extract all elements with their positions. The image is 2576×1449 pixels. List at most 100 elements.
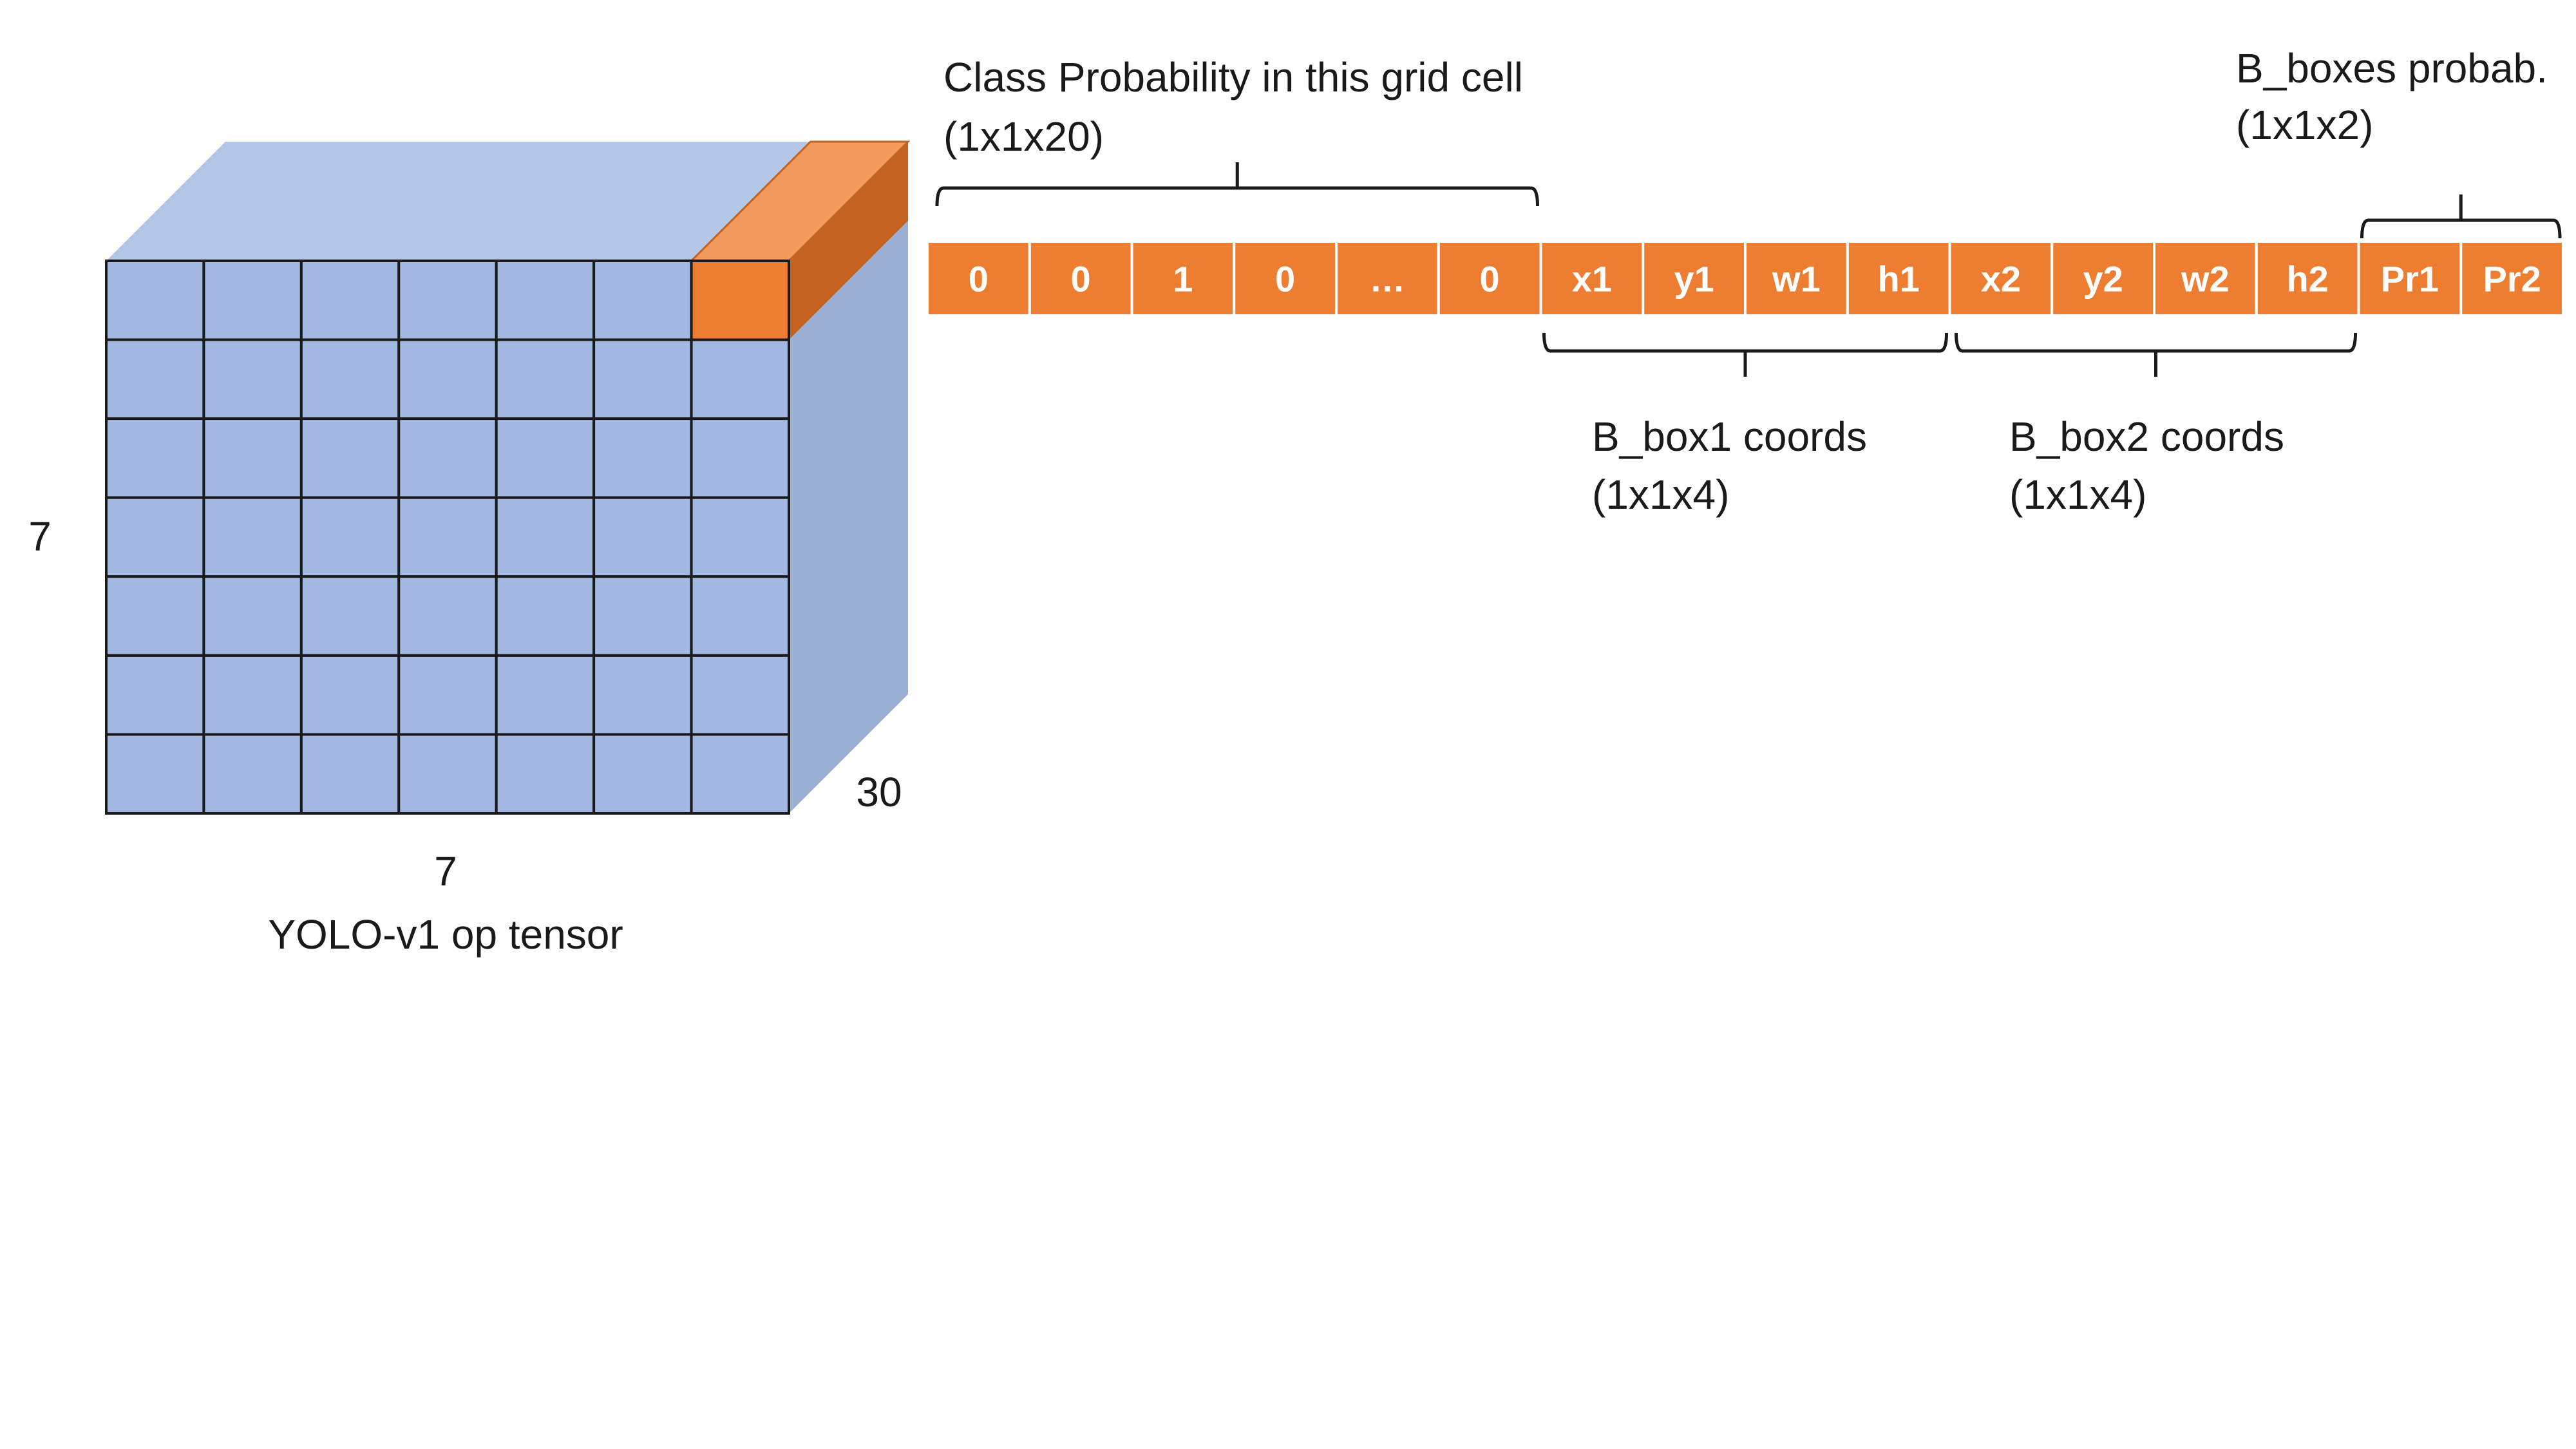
grid-cell	[397, 654, 498, 736]
cube-depth-label: 30	[856, 769, 902, 815]
vector-cell-label: y2	[2083, 259, 2123, 299]
highlight-column-side	[789, 142, 908, 340]
grid-cell	[690, 575, 790, 657]
box2-coords-label: B_box2 coords	[2009, 413, 2284, 460]
vector-cell	[2050, 240, 2155, 317]
vector-cell-label: 0	[1480, 259, 1500, 299]
vector-cell	[2255, 240, 2360, 317]
vector-cell	[1948, 240, 2054, 317]
grid-cell	[592, 338, 693, 421]
grid-cell	[495, 417, 596, 499]
vector-cell-label: w1	[1772, 259, 1821, 299]
vector-cell	[1437, 240, 1542, 317]
grid-cell	[105, 733, 205, 815]
grid-cell	[690, 338, 790, 421]
grid-cell	[105, 654, 205, 736]
vector-cell	[1744, 240, 1849, 317]
grid-cells	[105, 260, 790, 815]
grid-cell	[592, 654, 693, 736]
vector-cell-label: 0	[1275, 259, 1295, 299]
vector-cell-label: Pr2	[2483, 259, 2541, 299]
vector-cell-label: 0	[969, 259, 989, 299]
box1-coords-dims: (1x1x4)	[1592, 471, 1729, 518]
vector-cell-label: h1	[1877, 259, 1919, 299]
grid-cell	[592, 260, 693, 341]
box1-coords-label: B_box1 coords	[1592, 413, 1867, 460]
grid-cell	[299, 417, 401, 499]
class-prob-brace	[935, 162, 1539, 207]
grid-cell	[299, 575, 401, 657]
vector-cell	[2459, 240, 2564, 317]
vector-cell-label: Pr1	[2381, 259, 2439, 299]
grid-cell	[202, 733, 303, 815]
grid-cell	[202, 417, 303, 499]
grid-cell	[397, 417, 498, 499]
vector-cell-label: 0	[1071, 259, 1091, 299]
grid-cell	[495, 260, 596, 341]
cube-caption: YOLO-v1 op tensor	[268, 911, 623, 958]
vector-cell-label: x2	[1981, 259, 2021, 299]
brace-group	[935, 162, 2562, 377]
grid-cell	[105, 260, 205, 341]
vector-cell	[1335, 240, 1440, 317]
grid-cell	[495, 338, 596, 421]
box-prob-brace	[2360, 194, 2562, 239]
cube-height-label: 7	[28, 513, 52, 560]
box-prob-label: B_boxes probab.	[2236, 45, 2548, 91]
grid-cell	[495, 496, 596, 578]
grid-cell	[592, 496, 693, 578]
grid-cell	[202, 338, 303, 421]
class-prob-dims: (1x1x20)	[943, 113, 1104, 160]
grid-cell	[592, 417, 693, 499]
grid-cell	[105, 417, 205, 499]
grid-cell	[397, 575, 498, 657]
grid-cell	[592, 733, 693, 815]
box1-coords-brace	[1542, 332, 1948, 377]
grid-cell	[397, 733, 498, 815]
grid-cell	[299, 654, 401, 736]
vector-cell-label: x1	[1572, 259, 1612, 299]
grid-cell	[202, 575, 303, 657]
grid-cell	[105, 338, 205, 421]
grid-cell	[299, 338, 401, 421]
grid-cell	[299, 260, 401, 341]
vector-cell-label: 1	[1173, 259, 1193, 299]
vector-cell	[2153, 240, 2258, 317]
grid-cell	[495, 575, 596, 657]
grid-cell	[202, 654, 303, 736]
vector-cell-label: w2	[2181, 259, 2230, 299]
vector-cell	[1642, 240, 1747, 317]
grid-cell	[105, 496, 205, 578]
vector-cell	[926, 240, 1031, 317]
vector-cell-label: …	[1369, 259, 1405, 299]
grid-cell	[495, 654, 596, 736]
grid-cell	[202, 496, 303, 578]
grid-cell	[495, 733, 596, 815]
vector-cell-label: h2	[2286, 259, 2328, 299]
grid-cell	[397, 338, 498, 421]
grid-cell	[397, 260, 498, 341]
output-vector: 0 0 1 0 … 0 x1 y1 w1 h1 x2 y2 w2 h2 Pr1 Pr2	[926, 240, 2564, 317]
grid-cell	[690, 733, 790, 815]
box-prob-dims: (1x1x2)	[2236, 102, 2373, 148]
grid-cell	[592, 575, 693, 657]
grid-cell	[299, 496, 401, 578]
grid-cell	[690, 654, 790, 736]
vector-cell	[1233, 240, 1338, 317]
vector-cell	[1539, 240, 1645, 317]
vector-cell	[1130, 240, 1236, 317]
cube-top-face	[106, 142, 908, 261]
box2-coords-brace	[1955, 332, 2357, 377]
highlight-cell	[690, 260, 790, 341]
box2-coords-dims: (1x1x4)	[2009, 471, 2146, 518]
grid-cell	[690, 496, 790, 578]
class-prob-label: Class Probability in this grid cell	[943, 54, 1523, 100]
grid-cell	[397, 496, 498, 578]
grid-cell	[202, 260, 303, 341]
cube-width-label: 7	[434, 848, 457, 895]
grid-cell	[299, 733, 401, 815]
vector-cell-label: y1	[1674, 259, 1714, 299]
grid-cell	[690, 417, 790, 499]
grid-cell	[105, 575, 205, 657]
